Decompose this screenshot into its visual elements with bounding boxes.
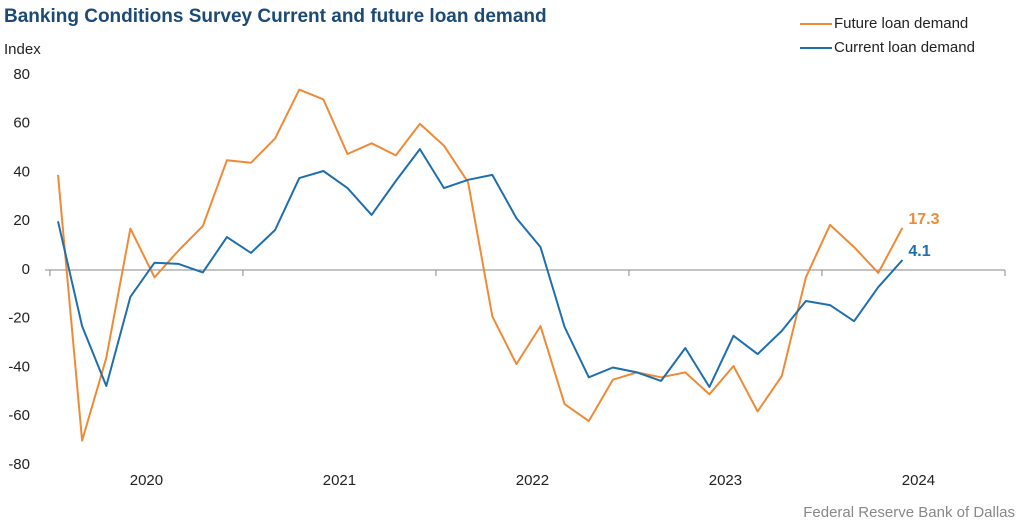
y-tick-label: -80 [8,456,30,473]
series-line [57,88,904,442]
y-tick-label: 80 [13,66,30,83]
y-axis-label: Index [4,41,41,58]
value-label: 17.3 [908,211,939,228]
y-tick-label: -60 [8,407,30,424]
x-tick-label: 2021 [323,472,356,489]
x-tick-label: 2020 [130,472,163,489]
x-tick-label: 2023 [709,472,742,489]
chart-title: Banking Conditions Survey Current and fu… [4,6,547,27]
y-tick-label: 60 [13,115,30,132]
source: Federal Reserve Bank of Dallas [803,504,1015,521]
series-line [57,148,904,388]
legend-label: Future loan demand [834,15,968,32]
y-tick-label: 20 [13,212,30,229]
y-tick-label: -20 [8,310,30,327]
x-tick-label: 2022 [516,472,549,489]
y-tick-label: -40 [8,358,30,375]
value-label: 4.1 [908,243,930,260]
legend-label: Current loan demand [834,39,975,56]
y-tick-label: 40 [13,163,30,180]
y-tick-label: 0 [22,261,30,278]
x-tick-label: 2024 [902,472,935,489]
